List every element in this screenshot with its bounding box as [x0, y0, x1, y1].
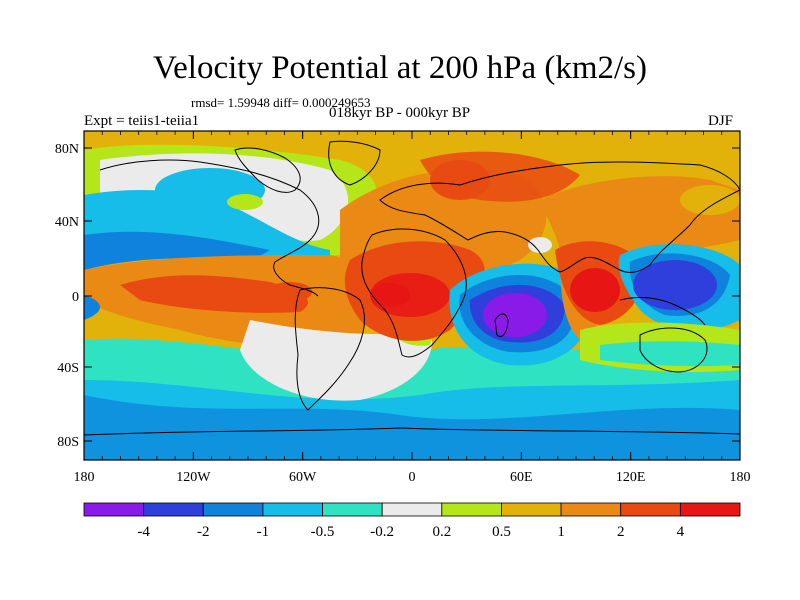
greenland	[328, 140, 381, 186]
lat-label: 80N	[55, 142, 79, 157]
map-ticks: 80N 40N 0 40S 80S 180 120W 60W 0 60E 120E 180	[55, 131, 751, 485]
lat-label: 0	[72, 290, 79, 305]
colorbar-label: -4	[137, 524, 150, 540]
colorbar-swatch	[322, 502, 383, 517]
north-america-coast	[99, 159, 320, 297]
colorbar-swatch	[560, 502, 622, 517]
lon-label: 180	[730, 470, 751, 485]
colorbar-swatch	[83, 502, 145, 517]
colorbar-swatch	[441, 502, 502, 517]
lon-label: 120W	[176, 470, 211, 485]
antarctica-coast	[84, 427, 740, 436]
colorbar-swatch	[679, 502, 741, 517]
colorbar-label: -0.5	[311, 524, 335, 540]
south-america-coast	[294, 287, 365, 411]
madagascar	[494, 313, 509, 337]
coastlines	[84, 140, 740, 436]
lat-label: 40S	[57, 361, 79, 376]
lat-label: 40N	[55, 215, 79, 230]
stats-text: rmsd= 1.59948 diff= 0.000249653	[191, 95, 371, 110]
colorbar-label: 0.5	[492, 524, 511, 540]
colorbar-swatch	[202, 502, 264, 517]
colorbar-label: -0.2	[370, 524, 394, 540]
colorbar-label: 0.2	[432, 524, 451, 540]
colorbar-swatch	[262, 502, 323, 517]
plot-title: Velocity Potential at 200 hPa (km2/s)	[152, 50, 648, 86]
colorbar-label: -2	[197, 524, 210, 540]
africa-coast	[361, 228, 467, 358]
lon-label: 120E	[616, 470, 646, 485]
colorbar-label: -1	[257, 524, 270, 540]
lon-label: 180	[74, 470, 95, 485]
hudson-bay	[234, 147, 301, 193]
lon-label: 60W	[289, 470, 317, 485]
colorbar-label: 4	[677, 524, 685, 540]
contour-field	[84, 131, 740, 460]
lat-label: 80S	[57, 435, 79, 450]
maritime-continent	[619, 297, 706, 326]
season-label: DJF	[708, 113, 734, 129]
colorbar-swatch	[381, 502, 443, 517]
experiment-label: Expt = teiis1-teiia1	[84, 113, 200, 129]
colorbar-label: 1	[557, 524, 565, 540]
colorbar-label: 2	[617, 524, 625, 540]
lon-label: 60E	[510, 470, 533, 485]
colorbar-swatch	[501, 502, 562, 517]
australia-coast	[639, 327, 708, 373]
period-text: 018kyr BP - 000kyr BP	[329, 105, 471, 121]
lon-label: 0	[409, 470, 416, 485]
colorbar-swatch	[620, 502, 681, 517]
colorbar-swatch	[143, 502, 204, 517]
eurasia-coast	[379, 161, 740, 273]
colorbar: -4 -2 -1 -0.5 -0.2 0.2 0.5 1 2 4	[83, 502, 741, 540]
